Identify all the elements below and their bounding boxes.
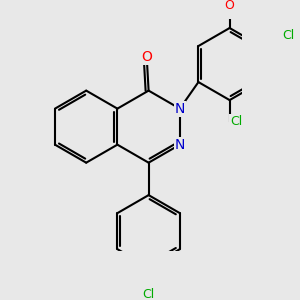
Text: N: N	[175, 138, 185, 152]
Text: Cl: Cl	[282, 29, 294, 42]
Text: O: O	[225, 0, 235, 12]
Text: Cl: Cl	[230, 115, 243, 128]
Text: N: N	[175, 102, 185, 116]
Text: Cl: Cl	[142, 288, 155, 300]
Text: O: O	[142, 50, 152, 64]
